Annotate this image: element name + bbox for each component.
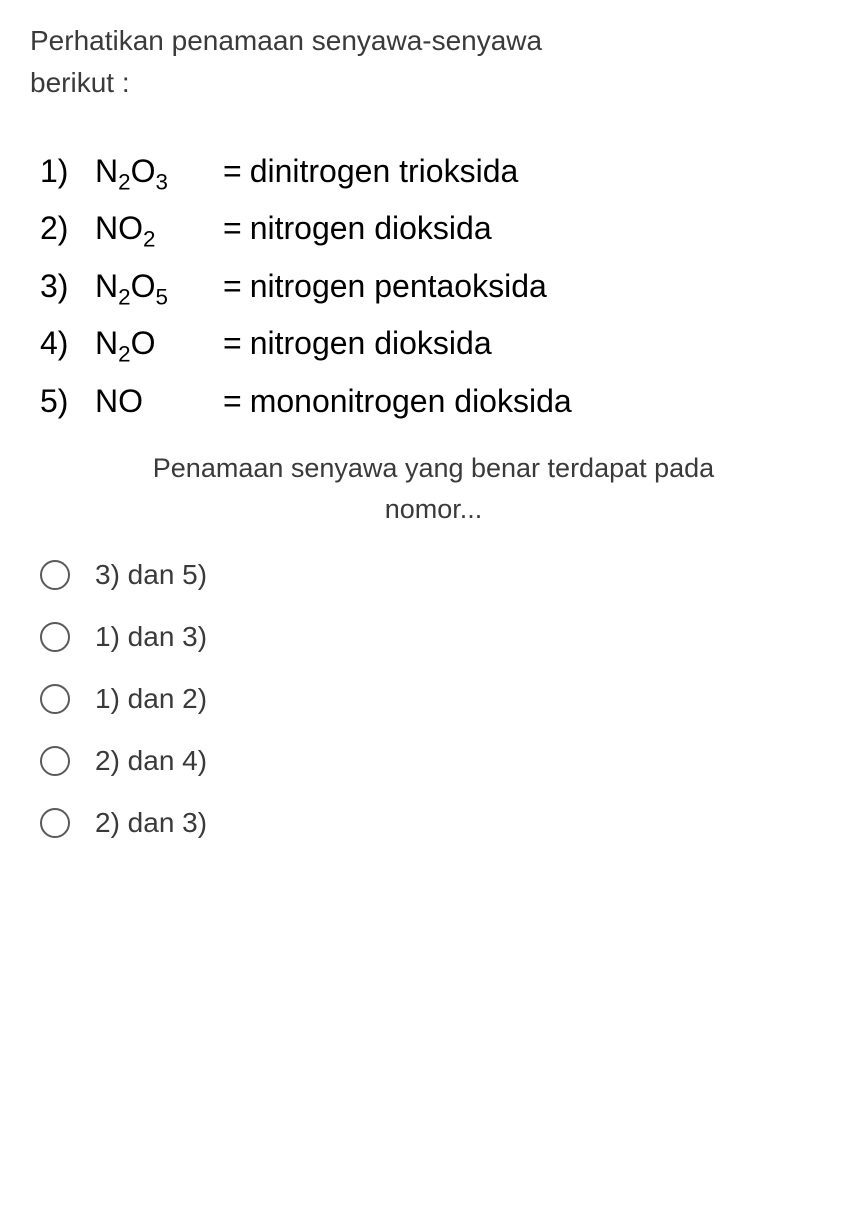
compound-item-5: 5) NO = mononitrogen dioksida xyxy=(40,374,817,428)
option-item-5[interactable]: 2) dan 3) xyxy=(40,807,817,839)
compound-item-3: 3) N2O5 = nitrogen pentaoksida xyxy=(40,259,817,316)
option-item-3[interactable]: 1) dan 2) xyxy=(40,683,817,715)
compound-formula: NO xyxy=(95,374,215,428)
intro-line-2: berikut : xyxy=(30,67,130,98)
radio-icon[interactable] xyxy=(40,808,70,838)
question-intro: Perhatikan penamaan senyawa-senyawa beri… xyxy=(30,20,817,104)
compound-item-4: 4) N2O = nitrogen dioksida xyxy=(40,316,817,373)
compound-name: nitrogen dioksida xyxy=(250,201,492,258)
compound-number: 3) xyxy=(40,259,95,316)
radio-icon[interactable] xyxy=(40,560,70,590)
option-label: 2) dan 3) xyxy=(95,807,207,839)
compound-name: mononitrogen dioksida xyxy=(250,374,572,428)
compound-equals: = xyxy=(223,374,242,428)
option-item-2[interactable]: 1) dan 3) xyxy=(40,621,817,653)
compound-number: 5) xyxy=(40,374,95,428)
compound-name: nitrogen dioksida xyxy=(250,316,492,373)
compound-number: 2) xyxy=(40,201,95,258)
radio-icon[interactable] xyxy=(40,684,70,714)
compound-equals: = xyxy=(223,316,242,373)
compound-equals: = xyxy=(223,201,242,258)
compound-equals: = xyxy=(223,144,242,201)
footer-line-2: nomor... xyxy=(385,494,483,524)
intro-line-1: Perhatikan penamaan senyawa-senyawa xyxy=(30,25,542,56)
compound-item-2: 2) NO2 = nitrogen dioksida xyxy=(40,201,817,258)
footer-line-1: Penamaan senyawa yang benar terdapat pad… xyxy=(153,453,714,483)
compound-number: 1) xyxy=(40,144,95,201)
compound-formula: N2O5 xyxy=(95,259,215,316)
compound-name: nitrogen pentaoksida xyxy=(250,259,547,316)
radio-icon[interactable] xyxy=(40,622,70,652)
option-label: 3) dan 5) xyxy=(95,559,207,591)
compound-formula: N2O3 xyxy=(95,144,215,201)
option-label: 1) dan 2) xyxy=(95,683,207,715)
compound-formula: N2O xyxy=(95,316,215,373)
compound-name: dinitrogen trioksida xyxy=(250,144,519,201)
compound-number: 4) xyxy=(40,316,95,373)
option-label: 1) dan 3) xyxy=(95,621,207,653)
option-label: 2) dan 4) xyxy=(95,745,207,777)
radio-icon[interactable] xyxy=(40,746,70,776)
option-item-1[interactable]: 3) dan 5) xyxy=(40,559,817,591)
compound-equals: = xyxy=(223,259,242,316)
option-item-4[interactable]: 2) dan 4) xyxy=(40,745,817,777)
question-footer: Penamaan senyawa yang benar terdapat pad… xyxy=(50,448,817,529)
options-list: 3) dan 5) 1) dan 3) 1) dan 2) 2) dan 4) … xyxy=(30,559,817,839)
compound-formula: NO2 xyxy=(95,201,215,258)
compound-item-1: 1) N2O3 = dinitrogen trioksida xyxy=(40,144,817,201)
compound-list: 1) N2O3 = dinitrogen trioksida 2) NO2 = … xyxy=(30,144,817,428)
